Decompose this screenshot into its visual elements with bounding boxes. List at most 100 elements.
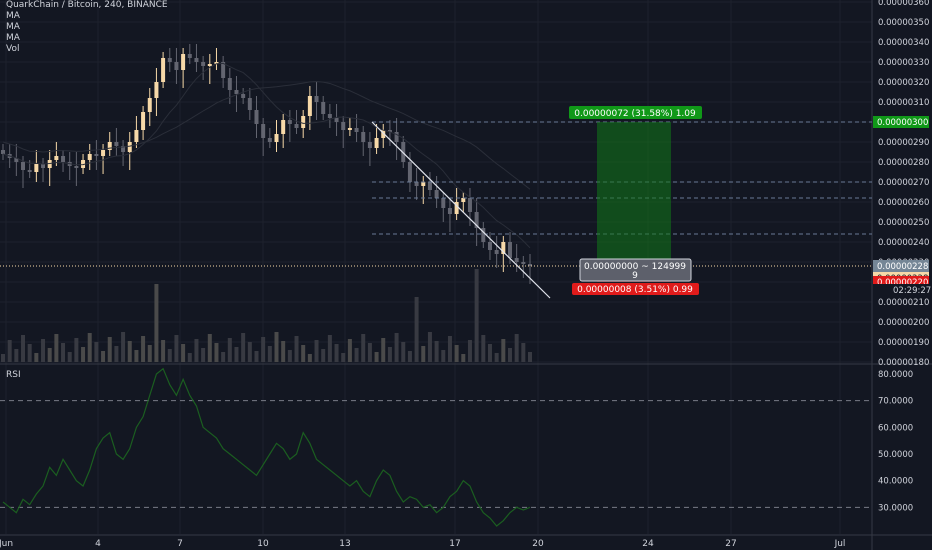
volume-bar: [47, 348, 52, 362]
candle-body: [407, 162, 412, 182]
volume-bar: [1, 354, 5, 362]
target-zone: [597, 122, 671, 266]
candle-body: [201, 62, 206, 66]
candle-body: [347, 128, 352, 130]
price-marker-label: 0.00000220: [877, 278, 928, 288]
candle-body: [107, 142, 112, 150]
candle-body: [381, 130, 386, 138]
candle-body: [187, 54, 192, 58]
rsi-tick-label: 80.0000: [878, 370, 913, 380]
rsi-indicator-label[interactable]: RSI: [6, 370, 21, 380]
stop-label: 0.00000008 (3.51%) 0.99: [577, 285, 693, 295]
candle-body: [227, 78, 232, 90]
volume-bar: [507, 348, 512, 362]
candle-body: [387, 130, 392, 132]
candle-body: [161, 58, 166, 82]
candle-body: [487, 242, 492, 250]
volume-bar: [307, 354, 312, 362]
countdown-box: [873, 284, 929, 296]
volume-bar: [434, 341, 439, 362]
candle-body: [501, 242, 506, 254]
rsi-tick-label: 70.0000: [878, 397, 913, 407]
price-marker-box: [873, 260, 929, 272]
volume-bar: [461, 354, 466, 362]
volume-bar: [421, 346, 426, 362]
volume-bar: [341, 353, 346, 362]
candle-body: [87, 154, 92, 160]
candle-body: [467, 198, 472, 212]
candle-body: [514, 258, 519, 262]
price-tick-label: 0.00000290: [878, 138, 929, 148]
time-tick-label: 20: [532, 539, 544, 549]
ma-indicator-1[interactable]: MA: [6, 11, 20, 21]
volume-bar: [87, 333, 92, 362]
price-tick-label: 0.00000200: [878, 318, 929, 328]
candle-body: [427, 182, 432, 190]
candle-body: [34, 164, 39, 172]
entry-label-box: [579, 258, 692, 282]
ma-indicator-3[interactable]: MA: [6, 33, 20, 43]
candle-body: [94, 154, 99, 156]
ma-line-1: [2, 62, 531, 249]
volume-bar: [41, 339, 46, 362]
volume-bar: [467, 340, 472, 362]
volume-bar: [127, 341, 132, 362]
volume-bar: [7, 340, 12, 362]
volume-bar: [387, 347, 392, 362]
volume-bar: [301, 345, 306, 362]
time-tick-label: 13: [339, 539, 350, 549]
candle-body: [221, 62, 226, 78]
ma-line-2: [2, 80, 531, 190]
candle-body: [447, 208, 452, 214]
candle-body: [174, 62, 179, 70]
volume-bar: [354, 348, 359, 362]
volume-bar: [174, 335, 179, 362]
price-tick-label: 0.00000360: [878, 0, 929, 8]
entry-label-line2: 9: [632, 271, 638, 281]
candle-body: [441, 198, 446, 208]
rsi-line: [2, 367, 531, 527]
candle-body: [141, 112, 146, 130]
price-marker-label: 0.00000228: [877, 262, 928, 272]
volume-bar: [361, 334, 366, 362]
volume-bar: [254, 351, 259, 362]
volume-bar: [27, 344, 32, 362]
countdown-label: 02:29:27: [893, 286, 931, 296]
volume-bar: [94, 342, 99, 362]
volume-bar: [147, 345, 152, 362]
volume-indicator[interactable]: Vol: [6, 44, 20, 54]
volume-bar: [347, 339, 352, 362]
candle-body: [147, 98, 152, 112]
candle-body: [374, 138, 379, 148]
volume-bar: [141, 336, 146, 362]
volume-bar: [201, 348, 206, 362]
volume-bar: [194, 339, 199, 362]
volume-bar: [394, 333, 399, 362]
volume-bar: [67, 352, 72, 362]
volume-bar: [154, 284, 159, 362]
candle-body: [321, 102, 326, 114]
volume-bar: [274, 332, 279, 362]
candle-body: [134, 130, 139, 142]
volume-bar: [321, 349, 326, 362]
volume-bar: [61, 343, 66, 362]
volume-bar: [327, 335, 332, 362]
rsi-tick-label: 40.0000: [878, 477, 913, 487]
candle-body: [314, 96, 319, 102]
price-tick-label: 0.00000340: [878, 38, 929, 48]
ma-indicator-2[interactable]: MA: [6, 22, 20, 32]
price-tick-label: 0.00000320: [878, 78, 929, 88]
volume-bar: [427, 332, 432, 362]
candle-body: [74, 166, 79, 168]
price-tick-label: 0.00000210: [878, 298, 929, 308]
trendline: [371, 121, 551, 299]
entry-label-line1: 0.00000000 ~ 124999: [584, 262, 686, 272]
candle-body: [341, 122, 346, 130]
candle-body: [234, 90, 239, 94]
volume-bar: [407, 351, 412, 362]
time-tick-label: 24: [642, 539, 654, 549]
candle-body: [307, 96, 312, 116]
candle-body: [21, 162, 26, 170]
